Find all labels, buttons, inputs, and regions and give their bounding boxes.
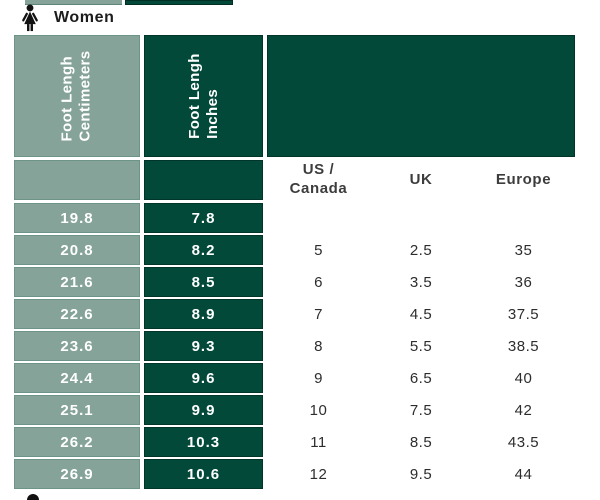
eu-size-cell <box>472 203 575 233</box>
uk-size-cell: 5.5 <box>409 337 433 355</box>
cm-cell: 25.1 <box>14 395 140 425</box>
table-row: 19.8 7.8 <box>14 203 589 233</box>
inches-cell: 9.6 <box>144 363 263 393</box>
us-size-cell: 8 <box>314 337 323 355</box>
section-header-women: Women <box>18 4 114 32</box>
us-size-cell: 5 <box>314 241 323 259</box>
table-header-row: Foot Lengh Centimeters Foot Lengh Inches <box>14 35 589 157</box>
inches-cell: 9.9 <box>144 395 263 425</box>
cm-cell: 21.6 <box>14 267 140 297</box>
uk-size-cell: 3.5 <box>409 273 433 291</box>
eu-size-cell: 35 <box>514 241 533 259</box>
size-system-headers: US / Canada UK Europe <box>267 160 575 200</box>
uk-size-cell: 6.5 <box>409 369 433 387</box>
previous-table-dark-cell <box>125 0 233 5</box>
column-header-uk: UK <box>409 170 433 188</box>
size-system-header-row: US / Canada UK Europe <box>14 160 589 200</box>
eu-size-cell: 38.5 <box>507 337 540 355</box>
header-cell-sizes <box>267 35 575 157</box>
inches-cell: 8.2 <box>144 235 263 265</box>
previous-table-bottom-edge <box>25 0 233 5</box>
us-size-cell: 12 <box>309 465 328 483</box>
eu-size-cell: 37.5 <box>507 305 540 323</box>
cm-cell: 19.8 <box>14 203 140 233</box>
table-row: 26.2 10.3 11 8.5 43.5 <box>14 427 589 457</box>
uk-size-cell: 8.5 <box>409 433 433 451</box>
us-size-cell: 11 <box>310 433 327 451</box>
next-section-person-icon-partial <box>27 494 39 500</box>
cm-cell: 26.9 <box>14 459 140 489</box>
eu-size-cell: 36 <box>514 273 533 291</box>
us-size-cell <box>267 203 370 233</box>
us-size-cell: 6 <box>314 273 323 291</box>
uk-size-cell: 4.5 <box>409 305 433 323</box>
cm-cell: 20.8 <box>14 235 140 265</box>
inches-cell: 10.3 <box>144 427 263 457</box>
uk-size-cell: 7.5 <box>409 401 433 419</box>
header-sizes-panel <box>267 35 575 157</box>
header-cell-inches: Foot Lengh Inches <box>144 35 263 157</box>
header-label-inches: Foot Lengh Inches <box>185 53 221 139</box>
column-header-us-canada: US / Canada <box>289 161 348 197</box>
table-row: 24.4 9.6 9 6.5 40 <box>14 363 589 393</box>
inches-cell: 8.5 <box>144 267 263 297</box>
section-title-label: Women <box>54 9 115 26</box>
table-row: 26.9 10.6 12 9.5 44 <box>14 459 589 489</box>
table-body: 19.8 7.8 20.8 8.2 5 2.5 35 21.6 <box>14 203 589 489</box>
eu-size-cell: 43.5 <box>507 433 540 451</box>
cm-cell: 24.4 <box>14 363 140 393</box>
inches-cell: 10.6 <box>144 459 263 489</box>
eu-size-cell: 42 <box>514 401 533 419</box>
header-label-centimeters: Foot Lengh Centimeters <box>58 50 94 142</box>
spacer-cell-dark <box>144 160 263 200</box>
table-row: 22.6 8.9 7 4.5 37.5 <box>14 299 589 329</box>
uk-size-cell: 2.5 <box>409 241 433 259</box>
header-cell-centimeters: Foot Lengh Centimeters <box>14 35 140 157</box>
us-size-cell: 10 <box>309 401 328 419</box>
cm-cell: 26.2 <box>14 427 140 457</box>
spacer-cell-sage <box>14 160 140 200</box>
uk-size-cell <box>370 203 472 233</box>
eu-size-cell: 40 <box>514 369 533 387</box>
us-size-cell: 9 <box>314 369 323 387</box>
us-size-cell: 7 <box>314 305 323 323</box>
uk-size-cell: 9.5 <box>409 465 433 483</box>
inches-cell: 9.3 <box>144 331 263 361</box>
woman-icon <box>22 4 38 32</box>
eu-size-cell: 44 <box>514 465 533 483</box>
table-row: 23.6 9.3 8 5.5 38.5 <box>14 331 589 361</box>
inches-cell: 7.8 <box>144 203 263 233</box>
previous-table-sage-cell <box>25 0 122 5</box>
table-row: 25.1 9.9 10 7.5 42 <box>14 395 589 425</box>
inches-cell: 8.9 <box>144 299 263 329</box>
table-row: 20.8 8.2 5 2.5 35 <box>14 235 589 265</box>
column-header-europe: Europe <box>495 170 552 188</box>
table-row: 21.6 8.5 6 3.5 36 <box>14 267 589 297</box>
women-size-conversion-table: Foot Lengh Centimeters Foot Lengh Inches… <box>14 35 589 491</box>
cm-cell: 23.6 <box>14 331 140 361</box>
cm-cell: 22.6 <box>14 299 140 329</box>
